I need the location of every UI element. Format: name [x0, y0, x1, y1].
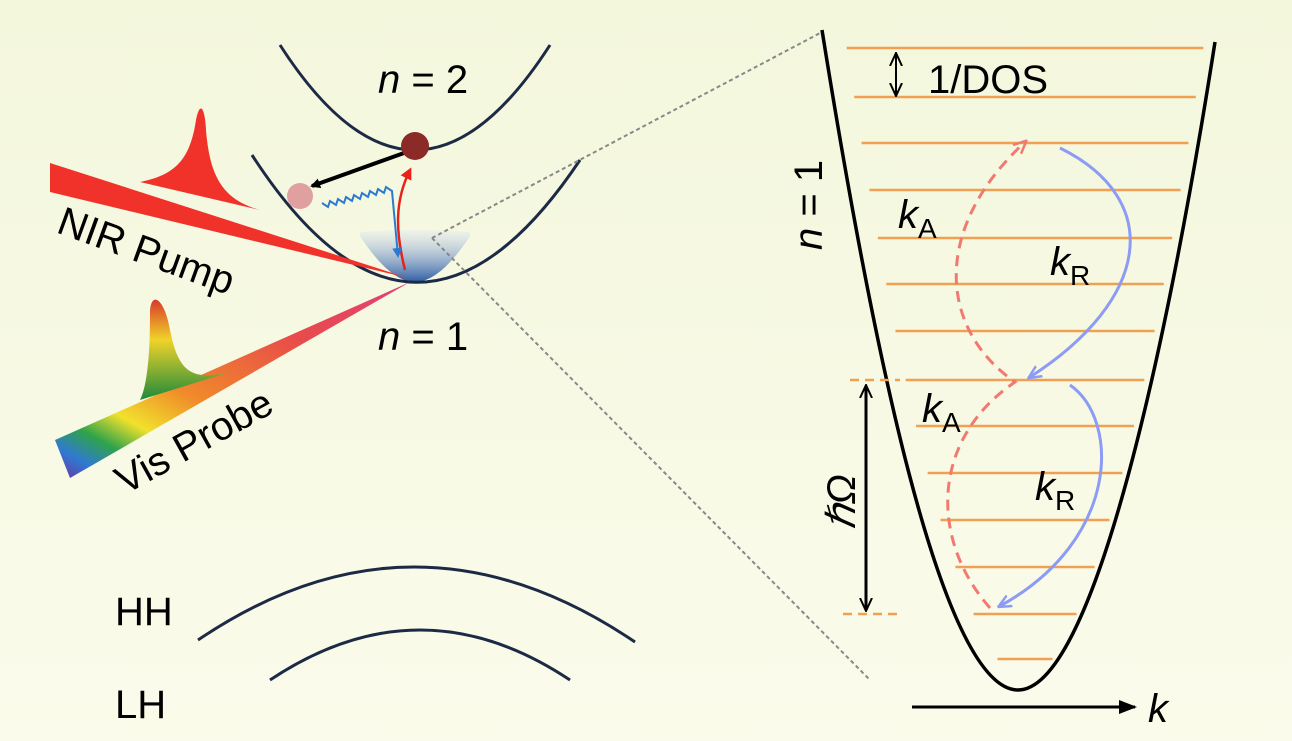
label-ka: kA — [922, 387, 961, 438]
probe-pulse — [140, 299, 230, 400]
levels — [846, 46, 1204, 661]
n1-band — [250, 154, 582, 284]
label-n1-zoom: n = 1 — [787, 160, 831, 250]
carrier-pool — [360, 230, 470, 282]
label-kr: kR — [1050, 240, 1090, 291]
label-lh: LH — [115, 683, 166, 727]
label-n2: n = 2 — [378, 58, 468, 102]
emission-path — [1030, 146, 1132, 377]
scattered-electron — [287, 183, 313, 209]
probe-beam — [55, 282, 410, 478]
label-k: k — [1148, 687, 1170, 731]
lh-band — [269, 628, 571, 682]
pump-beam — [50, 163, 408, 278]
pump-pulse — [140, 108, 260, 210]
scatter-arrow — [310, 151, 405, 189]
label-kr: kR — [1035, 465, 1075, 516]
electron — [401, 132, 429, 160]
n1-band-zoom — [820, 29, 1217, 692]
hh-band — [197, 565, 636, 644]
label-hh: HH — [115, 590, 173, 634]
absorption-path — [946, 142, 1025, 609]
label-phonon: ℏΩ — [820, 474, 864, 530]
phonon-emission — [321, 185, 403, 258]
label-n1: n = 1 — [378, 315, 468, 359]
label-ka: kA — [898, 193, 937, 244]
emission-path — [1000, 383, 1104, 606]
zoom-line — [431, 237, 871, 681]
label-dos: 1/DOS — [928, 58, 1048, 102]
zoom-line — [431, 31, 823, 239]
